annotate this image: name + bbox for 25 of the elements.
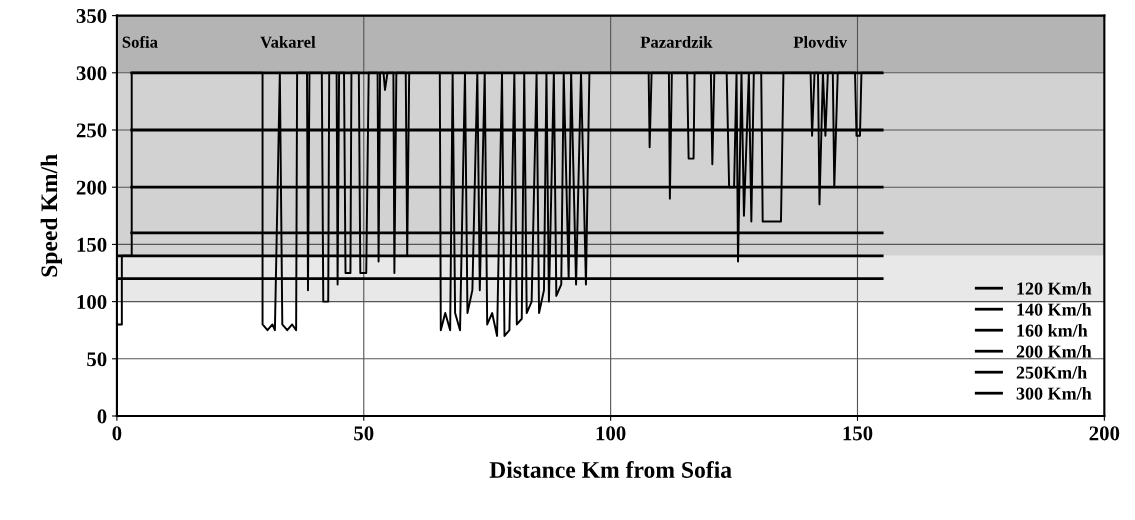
x-tick-label: 200 — [1089, 426, 1120, 441]
y-tick-label: 250 — [76, 123, 107, 138]
legend-label: 140 Km/h — [1017, 302, 1092, 316]
annotation: Pazardzik — [640, 36, 713, 48]
x-tick-label: 100 — [596, 426, 626, 441]
y-tick-label: 300 — [76, 66, 107, 81]
x-tick-label: 50 — [354, 426, 374, 441]
annotation: Plovdiv — [793, 36, 848, 48]
y-tick-label: 150 — [77, 237, 107, 252]
annotation: Sofia — [122, 35, 158, 48]
y-tick-label: 50 — [87, 352, 107, 367]
y-tick-label: 200 — [76, 180, 107, 195]
legend-label: 250Km/h — [1016, 365, 1087, 379]
legend-label: 160 km/h — [1017, 323, 1088, 337]
legend-label: 120 Km/h — [1017, 282, 1092, 295]
y-axis-title: Speed Km/h — [40, 154, 63, 277]
legend-label: 200 Km/h — [1016, 344, 1092, 358]
y-tick-label: 0 — [97, 409, 107, 424]
y-tick-label: 100 — [77, 294, 107, 310]
annotation: Vakarel — [260, 36, 316, 48]
x-axis-title: Distance Km from Sofia — [489, 461, 732, 478]
x-tick-label: 0 — [112, 426, 122, 441]
y-tick-label: 350 — [76, 8, 107, 24]
legend-label: 300 Km/h — [1016, 386, 1092, 400]
x-tick-label: 150 — [843, 426, 873, 441]
